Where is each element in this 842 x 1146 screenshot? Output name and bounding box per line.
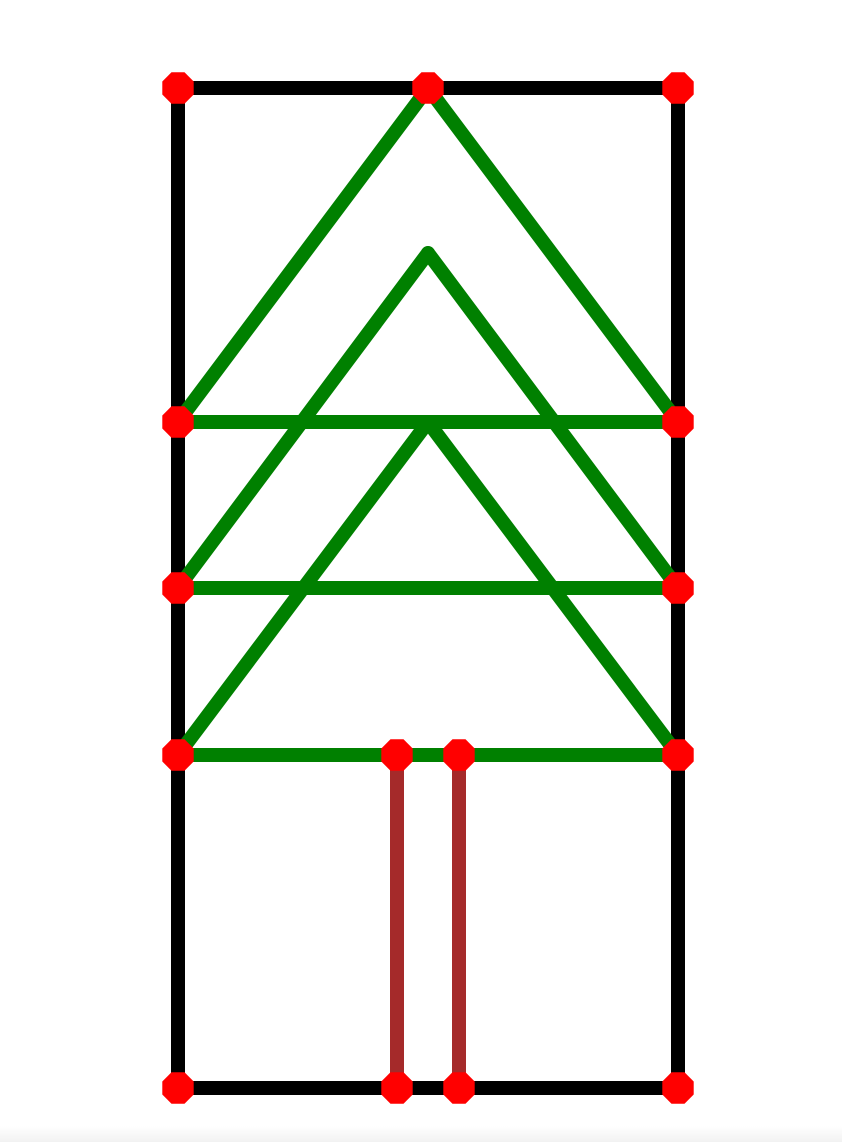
- tree-edge-x-i: [421, 415, 685, 762]
- vertex-s: [162, 1072, 194, 1104]
- vertex-h: [162, 739, 194, 771]
- trunk-layer: [390, 748, 466, 1095]
- bottom-edge-strip: [0, 1126, 842, 1142]
- vertex-j: [381, 739, 413, 771]
- vertex-layer: [162, 72, 694, 1104]
- vertex-c: [662, 72, 694, 104]
- tree-edge-w-g: [421, 246, 685, 595]
- vertex-t: [381, 1072, 413, 1104]
- tree-edge-b-d: [171, 81, 435, 429]
- tree-edge-b-e: [421, 81, 685, 429]
- vertex-d: [162, 406, 194, 438]
- vertex-g: [662, 572, 694, 604]
- vertex-i: [662, 739, 694, 771]
- vertex-f: [162, 572, 194, 604]
- tree-edge-w-f: [171, 246, 435, 595]
- vertex-a: [162, 72, 194, 104]
- tree-layer: [171, 81, 685, 762]
- vertex-b: [412, 72, 444, 104]
- vertex-k: [443, 739, 475, 771]
- vertex-u: [443, 1072, 475, 1104]
- vertex-v: [662, 1072, 694, 1104]
- vertex-e: [662, 406, 694, 438]
- tree-edge-x-h: [171, 415, 435, 762]
